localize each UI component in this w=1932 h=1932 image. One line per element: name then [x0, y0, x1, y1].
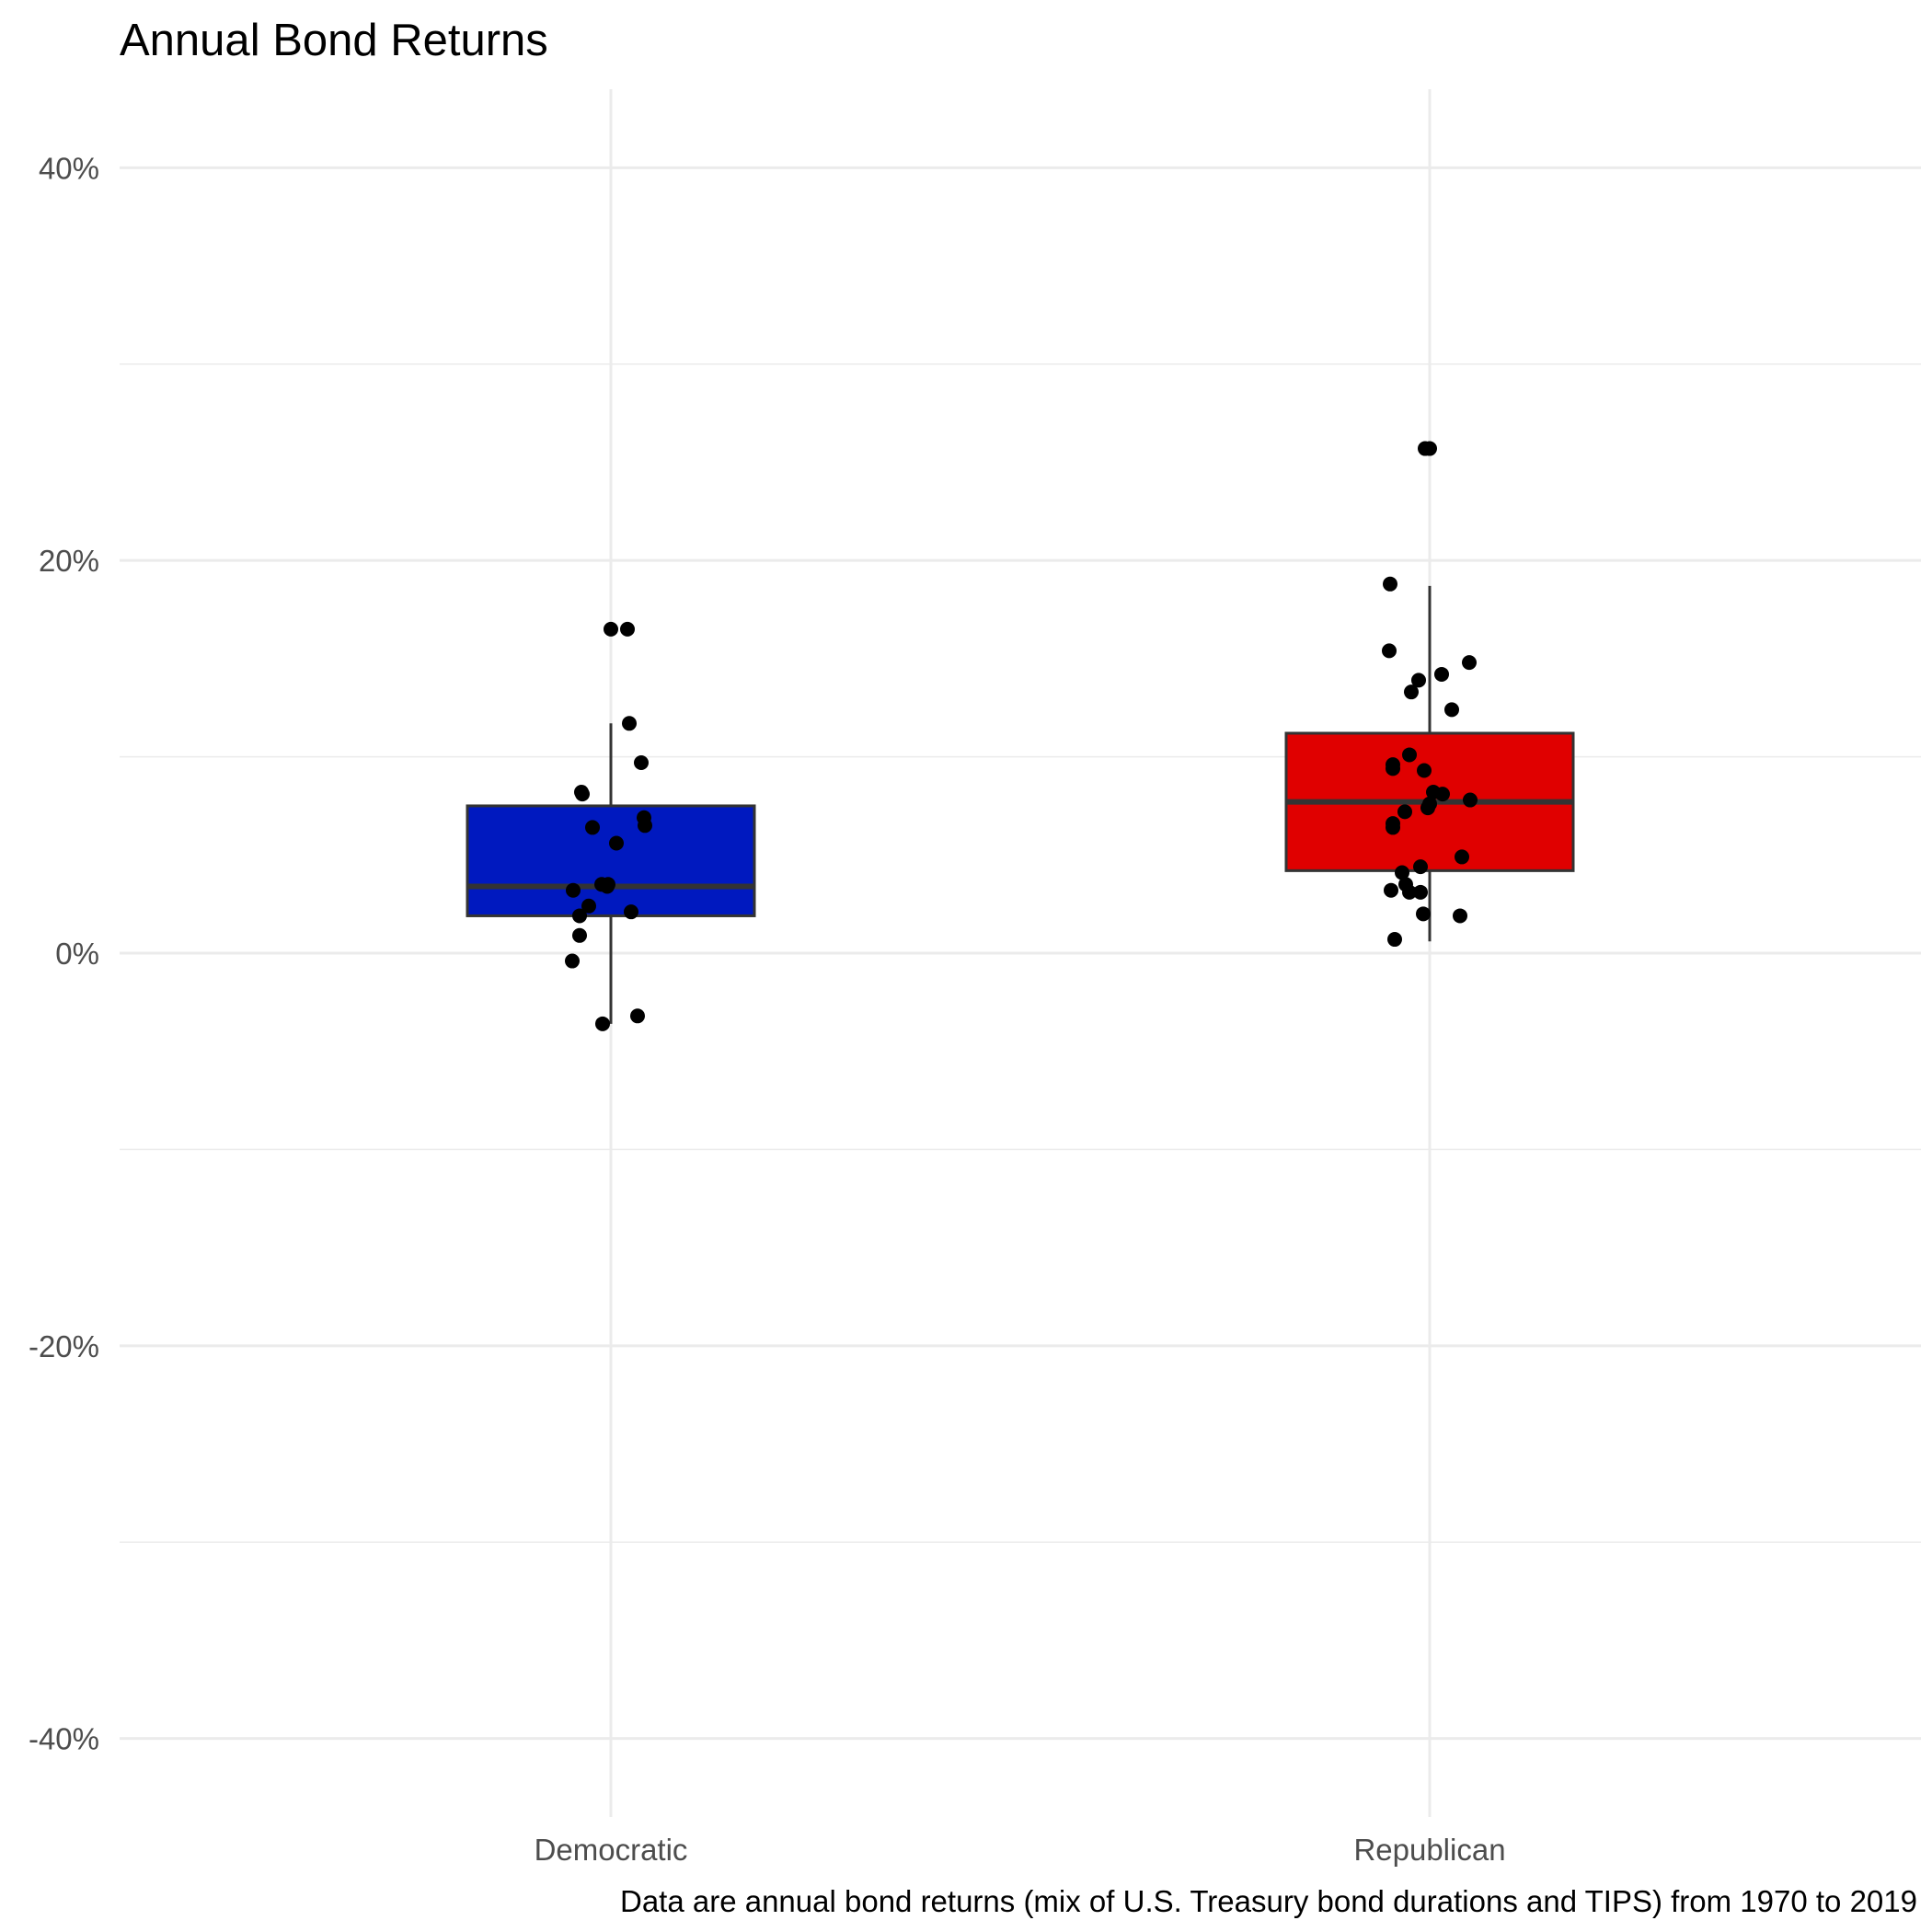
republican-data-point: [1386, 761, 1400, 776]
republican-data-point: [1387, 932, 1402, 948]
democratic-data-point: [634, 754, 649, 770]
republican-data-point: [1434, 666, 1449, 682]
democratic-data-point: [572, 927, 587, 943]
democratic-data-point: [638, 818, 652, 834]
republican-data-point: [1444, 702, 1459, 718]
republican-data-point: [1404, 684, 1419, 700]
grid-layer: [120, 89, 1921, 1817]
republican-data-point: [1417, 763, 1432, 778]
republican-data-point: [1395, 865, 1409, 880]
republican-data-point: [1453, 908, 1467, 924]
republican-data-point: [1383, 576, 1397, 592]
x-tick-label-democratic: Democratic: [535, 1833, 688, 1867]
democratic-data-point: [622, 716, 637, 731]
republican-data-point: [1411, 673, 1426, 688]
republican-data-point: [1420, 800, 1435, 816]
republican-data-point: [1386, 820, 1400, 835]
y-tick-label: -20%: [29, 1329, 99, 1363]
republican-data-point: [1455, 849, 1469, 865]
democratic-data-point: [600, 879, 615, 894]
republican-data-point: [1413, 859, 1428, 875]
democratic-data-point: [630, 1008, 645, 1024]
republican-data-point: [1463, 792, 1478, 808]
republican-data-point: [1384, 882, 1398, 898]
chart-title: Annual Bond Returns: [120, 16, 548, 65]
y-tick-label: -40%: [29, 1722, 99, 1756]
y-tick-label: 20%: [39, 544, 99, 578]
point-layer: [565, 441, 1478, 1031]
republican-data-point: [1402, 747, 1417, 763]
democratic-data-point: [609, 835, 624, 851]
republican-data-point: [1402, 884, 1417, 900]
republican-data-point: [1382, 643, 1397, 659]
democratic-data-point: [595, 1016, 610, 1031]
republican-data-point: [1413, 884, 1428, 900]
republican-data-point: [1462, 655, 1477, 671]
democratic-data-point: [604, 621, 618, 637]
chart-caption: Data are annual bond returns (mix of U.S…: [620, 1884, 1917, 1918]
democratic-data-point: [565, 953, 580, 969]
democratic-data-point: [566, 882, 581, 898]
republican-data-point: [1422, 441, 1437, 456]
axis-layer: -40% -20% 0% 20% 40% Democratic Republican: [29, 151, 1506, 1867]
republican-data-point: [1435, 787, 1450, 802]
republican-data-point: [1397, 804, 1412, 820]
democratic-data-point: [624, 904, 638, 920]
y-tick-label: 40%: [39, 151, 99, 185]
republican-data-point: [1416, 906, 1431, 922]
democratic-data-point: [620, 621, 635, 637]
democratic-data-point: [575, 787, 590, 802]
y-tick-label: 0%: [55, 937, 99, 971]
x-tick-label-republican: Republican: [1353, 1833, 1505, 1867]
democratic-data-point: [581, 898, 596, 914]
democratic-data-point: [572, 908, 587, 924]
democratic-data-point: [585, 820, 600, 835]
democratic-box: [466, 804, 756, 917]
